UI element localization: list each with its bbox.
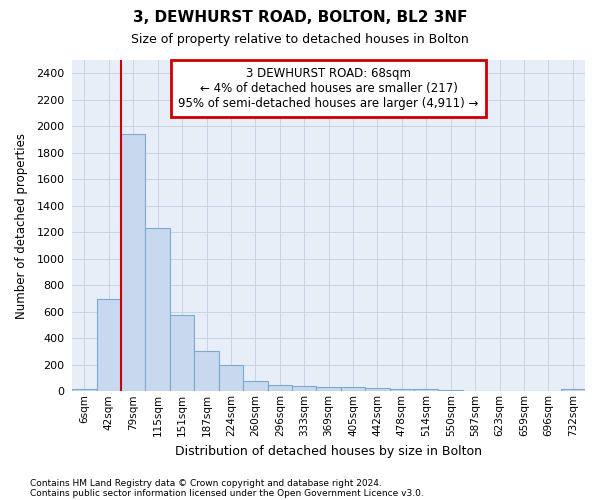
Y-axis label: Number of detached properties: Number of detached properties [15, 132, 28, 318]
Bar [292, 386, 316, 392]
Bar [170, 315, 194, 392]
X-axis label: Distribution of detached houses by size in Bolton: Distribution of detached houses by size … [175, 444, 482, 458]
Bar [97, 298, 121, 392]
Bar [219, 365, 243, 392]
Text: 3 DEWHURST ROAD: 68sqm
← 4% of detached houses are smaller (217)
95% of semi-det: 3 DEWHURST ROAD: 68sqm ← 4% of detached … [178, 66, 479, 110]
Bar [145, 228, 170, 392]
Bar [463, 390, 487, 392]
Bar [72, 390, 97, 392]
Text: 3, DEWHURST ROAD, BOLTON, BL2 3NF: 3, DEWHURST ROAD, BOLTON, BL2 3NF [133, 10, 467, 25]
Bar [194, 351, 219, 392]
Bar [487, 390, 512, 392]
Bar [389, 388, 414, 392]
Text: Contains HM Land Registry data © Crown copyright and database right 2024.: Contains HM Land Registry data © Crown c… [30, 478, 382, 488]
Bar [439, 390, 463, 392]
Bar [121, 134, 145, 392]
Bar [560, 389, 585, 392]
Bar [243, 380, 268, 392]
Bar [365, 388, 389, 392]
Bar [341, 386, 365, 392]
Bar [268, 386, 292, 392]
Text: Size of property relative to detached houses in Bolton: Size of property relative to detached ho… [131, 32, 469, 46]
Bar [316, 386, 341, 392]
Bar [414, 389, 439, 392]
Text: Contains public sector information licensed under the Open Government Licence v3: Contains public sector information licen… [30, 488, 424, 498]
